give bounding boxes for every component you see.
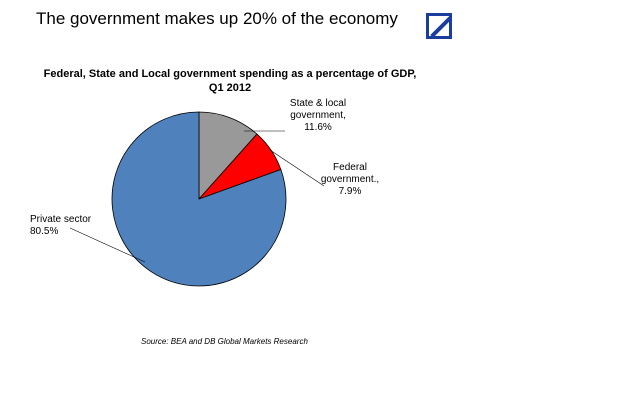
leader-line-3 (69, 227, 146, 263)
pie-slice-3 (111, 111, 287, 287)
deutsche-bank-logo-icon (426, 13, 452, 39)
pie-slice-1 (198, 111, 258, 201)
page-headline: The government makes up 20% of the econo… (36, 9, 398, 28)
slice-label-2: Federal government., 7.9% (321, 162, 379, 197)
chart-title: Federal, State and Local government spen… (43, 68, 417, 94)
slice-label-3: Private sector 80.5% (30, 214, 92, 237)
leader-line-2 (269, 149, 325, 187)
source-note: Source: BEA and DB Global Markets Resear… (141, 337, 308, 346)
slice-label-1: State & local government, 11.6% (290, 98, 346, 133)
